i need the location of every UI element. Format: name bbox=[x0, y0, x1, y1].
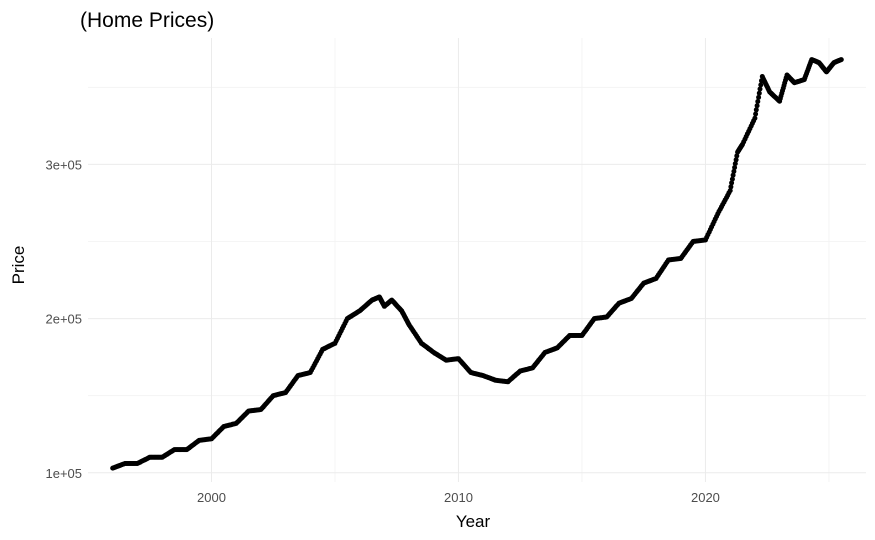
series-line bbox=[112, 58, 842, 469]
data-point bbox=[732, 161, 738, 167]
data-point bbox=[734, 153, 740, 159]
y-tick-label: 1e+05 bbox=[45, 466, 82, 481]
x-tick-label: 2020 bbox=[691, 490, 720, 505]
y-tick-label: 3e+05 bbox=[45, 157, 82, 172]
data-point bbox=[727, 188, 733, 194]
x-axis-title: Year bbox=[456, 512, 491, 531]
data-point bbox=[729, 180, 735, 186]
series-line-layer bbox=[112, 58, 842, 469]
data-point bbox=[758, 82, 764, 88]
y-axis-title: Price bbox=[9, 246, 28, 285]
data-point bbox=[730, 172, 736, 178]
tick-labels: 2000 2010 2020 1e+05 2e+05 3e+05 bbox=[45, 157, 719, 505]
y-tick-label: 2e+05 bbox=[45, 312, 82, 327]
data-point bbox=[755, 99, 761, 104]
data-point bbox=[756, 94, 762, 100]
x-tick-label: 2010 bbox=[444, 490, 473, 505]
data-point bbox=[753, 111, 759, 117]
data-point bbox=[732, 165, 738, 170]
data-point bbox=[728, 184, 734, 190]
data-point bbox=[757, 86, 763, 92]
x-tick-label: 2000 bbox=[197, 490, 226, 505]
data-point bbox=[753, 107, 759, 113]
series-points bbox=[110, 57, 844, 471]
chart-title: (Home Prices) bbox=[80, 9, 214, 32]
data-point bbox=[838, 57, 844, 63]
grid bbox=[88, 38, 866, 482]
data-point bbox=[729, 176, 735, 182]
data-point bbox=[752, 115, 758, 121]
data-point bbox=[754, 103, 760, 109]
data-point bbox=[731, 168, 737, 174]
data-point bbox=[733, 157, 739, 163]
data-point bbox=[756, 90, 762, 96]
